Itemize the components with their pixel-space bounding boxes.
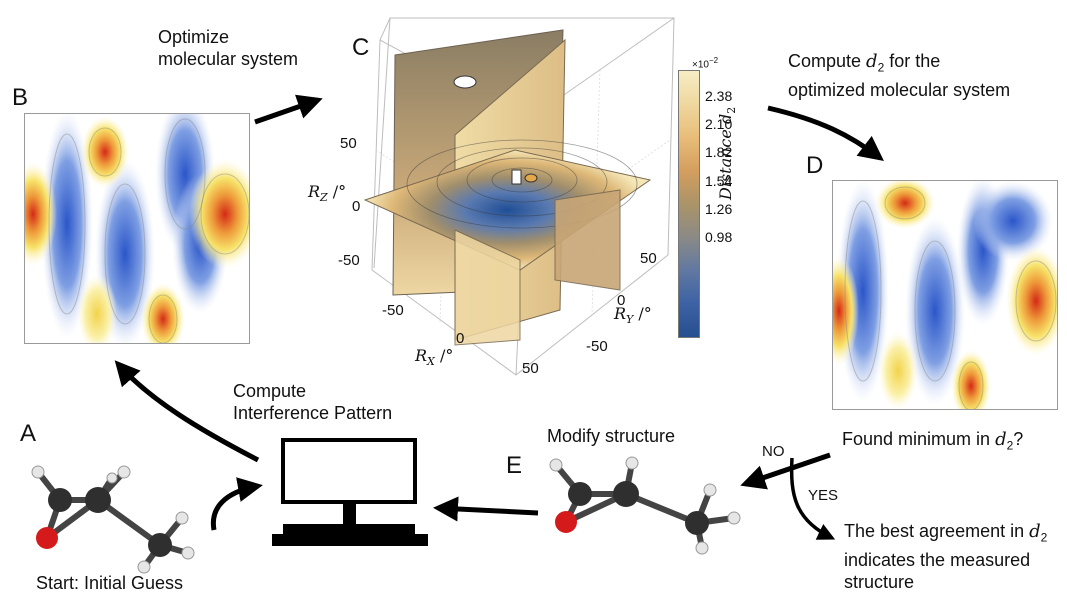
panel-label-e: E [506, 452, 523, 479]
colorbar-tick: 2.10 [705, 116, 733, 133]
colorbar [678, 70, 700, 338]
arrow-computer-to-b [114, 360, 260, 463]
colorbar-tick: 2.38 [705, 88, 733, 104]
x-tick-50: 50 [522, 360, 539, 377]
z-tick-0: 0 [352, 198, 361, 215]
arrow-a-to-computer [210, 477, 263, 531]
panel-label-b: B [12, 84, 29, 111]
caption-found-minimum: Found minimum in d2? [842, 429, 1024, 453]
x-axis-label: RX /° [415, 346, 454, 369]
y-tick-50: 50 [640, 250, 657, 267]
colorbar-label: Distance d2 [716, 106, 739, 200]
caption-start: Start: Initial Guess [36, 573, 184, 592]
label-no: NO [762, 443, 785, 460]
caption-best-agreement: The best agreement in d2 indicates the m… [844, 521, 1048, 592]
colorbar-tick: 1.54 [705, 172, 733, 189]
z-tick-50: 50 [340, 135, 357, 152]
colorbar-tick: 1.26 [705, 200, 733, 217]
interference-pattern-d [832, 180, 1058, 410]
computer-icon [272, 438, 428, 546]
arrow-no [740, 452, 831, 490]
x-tick-neg50: -50 [382, 302, 404, 319]
panel-label-d: D [806, 152, 824, 179]
colorbar-exponent: ×10−2 [692, 56, 719, 71]
z-axis-label: RZ /° [308, 182, 347, 205]
arrow-yes [789, 457, 836, 540]
y-tick-0: 0 [617, 292, 626, 309]
molecule-modified-icon [549, 456, 741, 555]
z-tick-neg50: -50 [338, 252, 360, 269]
label-yes: YES [808, 487, 839, 504]
colorbar-tick: 0.98 [705, 229, 733, 245]
colorbar-tick: 1.82 [705, 144, 733, 161]
arrow-b-to-c [254, 94, 323, 125]
caption-compute-d2: Compute d2 for the optimized molecular s… [788, 51, 1011, 100]
y-axis-label: RY /° [614, 304, 652, 327]
arrow-c-to-d [767, 105, 884, 162]
molecule-initial-guess-icon [31, 465, 195, 574]
caption-modify-structure: Modify structure [547, 426, 676, 446]
x-tick-0: 0 [456, 330, 465, 347]
panel-label-a: A [20, 420, 37, 447]
caption-optimize: Optimize molecular system [158, 27, 299, 69]
colorbar-gradient [679, 71, 699, 337]
arrow-e-to-computer [433, 496, 539, 522]
y-tick-neg50: -50 [586, 338, 608, 355]
caption-compute-pattern: Compute Interference Pattern [233, 381, 393, 423]
interference-pattern-b [24, 113, 250, 344]
panel-label-c: C [352, 34, 370, 61]
